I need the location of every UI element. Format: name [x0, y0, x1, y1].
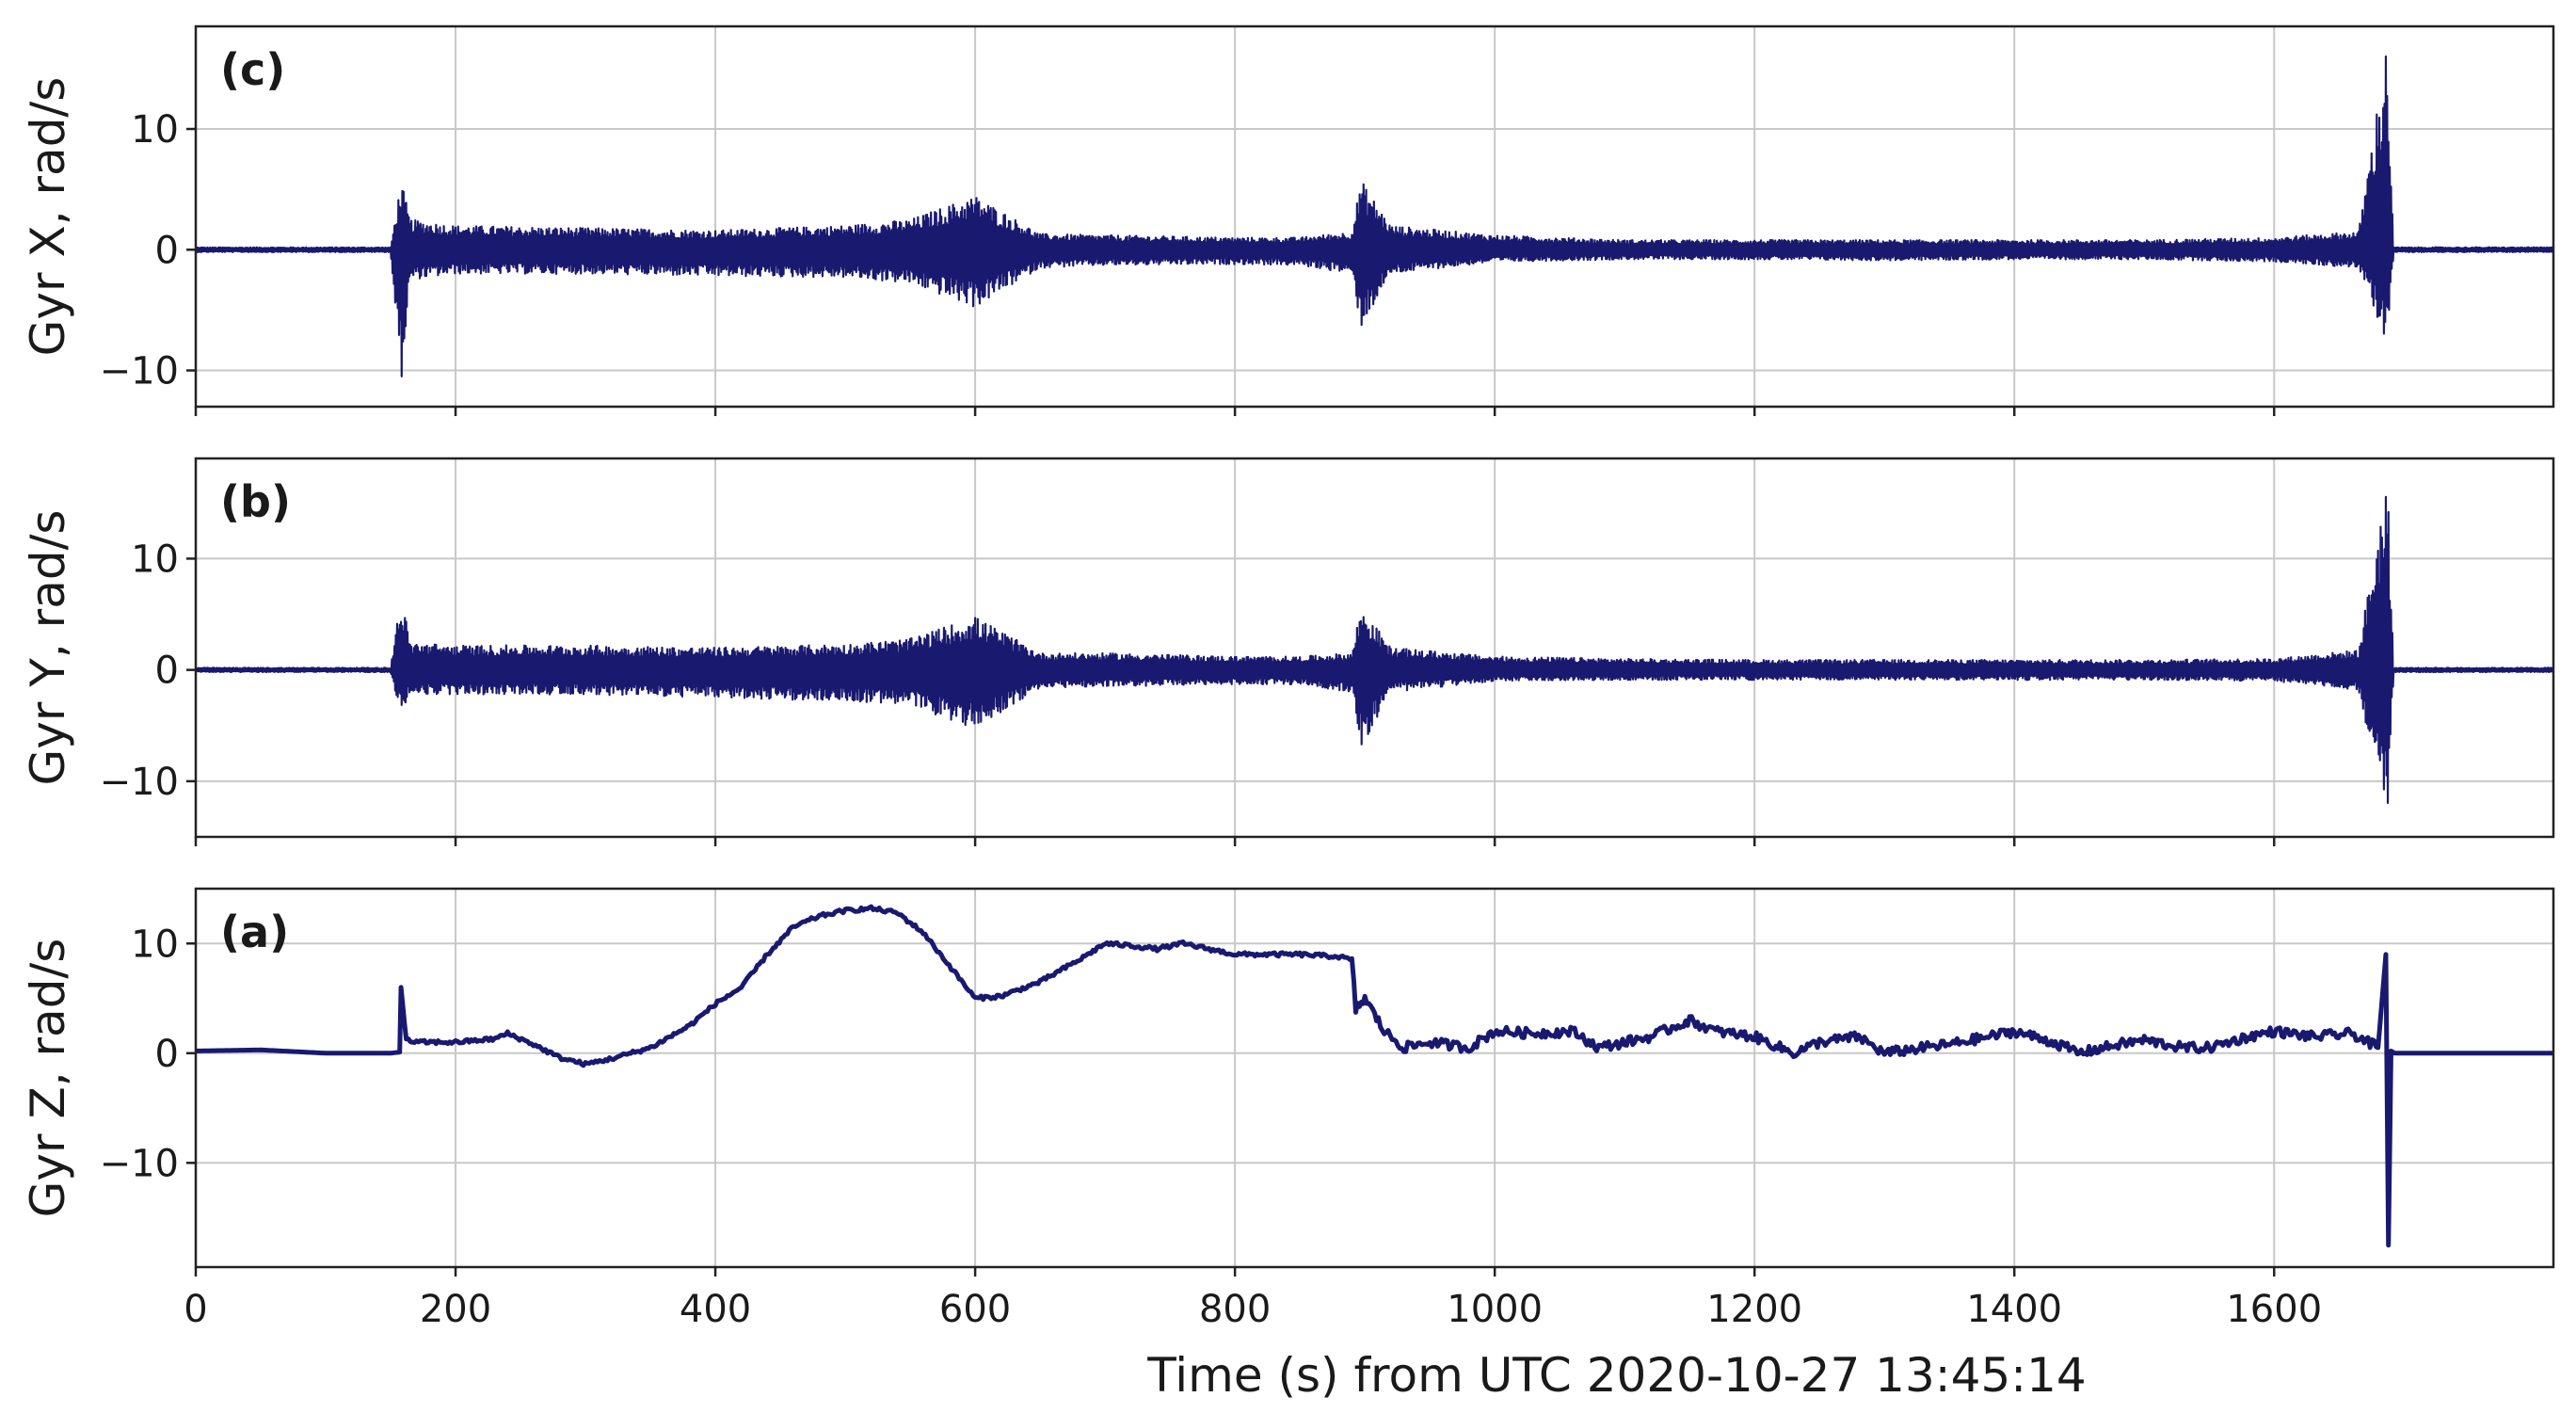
plot-frame: [194, 887, 2555, 1269]
y-tick-label: 10: [131, 923, 179, 966]
x-tick-label: 1400: [1966, 1288, 2062, 1331]
y-tick-label: −10: [100, 1142, 179, 1185]
panel-b: −10 0 10 Gyr Y, rad/s (b): [21, 457, 2555, 846]
panel-label: (a): [220, 907, 289, 957]
x-tick-label: 1600: [2226, 1288, 2322, 1331]
panel-c: −10 0 10 Gyr X, rad/s (c): [21, 24, 2555, 416]
plot-frame: [194, 457, 2555, 839]
y-tick-label: −10: [100, 350, 179, 393]
x-axis-label: Time (s) from UTC 2020-10-27 13:45:14: [1146, 1348, 2087, 1403]
panel-label: (b): [220, 476, 291, 527]
y-tick-label: 0: [155, 229, 179, 272]
data-line-a: [195, 904, 2554, 1248]
plot-frame: [194, 24, 2555, 409]
data-line-b: [194, 495, 2555, 804]
y-tick-label: −10: [100, 761, 179, 804]
x-tick-label: 1200: [1706, 1288, 1802, 1331]
y-tick-label: 0: [155, 650, 179, 693]
x-tick-label: 600: [939, 1288, 1011, 1331]
y-axis-label: Gyr Z, rad/s: [21, 939, 75, 1218]
y-tick-label: 10: [131, 538, 179, 581]
y-tick-label: 10: [131, 108, 179, 152]
x-tick-label: 400: [680, 1288, 751, 1331]
x-tick-label: 800: [1199, 1288, 1271, 1331]
y-axis-label: Gyr Y, rad/s: [21, 510, 75, 786]
x-tick-label: 200: [420, 1288, 491, 1331]
x-tick-label: 0: [184, 1288, 207, 1331]
y-axis-label: Gyr X, rad/s: [21, 77, 75, 357]
y-tick-label: 0: [155, 1033, 179, 1076]
x-tick-label: 1000: [1447, 1288, 1543, 1331]
data-line-c: [194, 55, 2555, 377]
panel-label: (c): [220, 44, 285, 95]
